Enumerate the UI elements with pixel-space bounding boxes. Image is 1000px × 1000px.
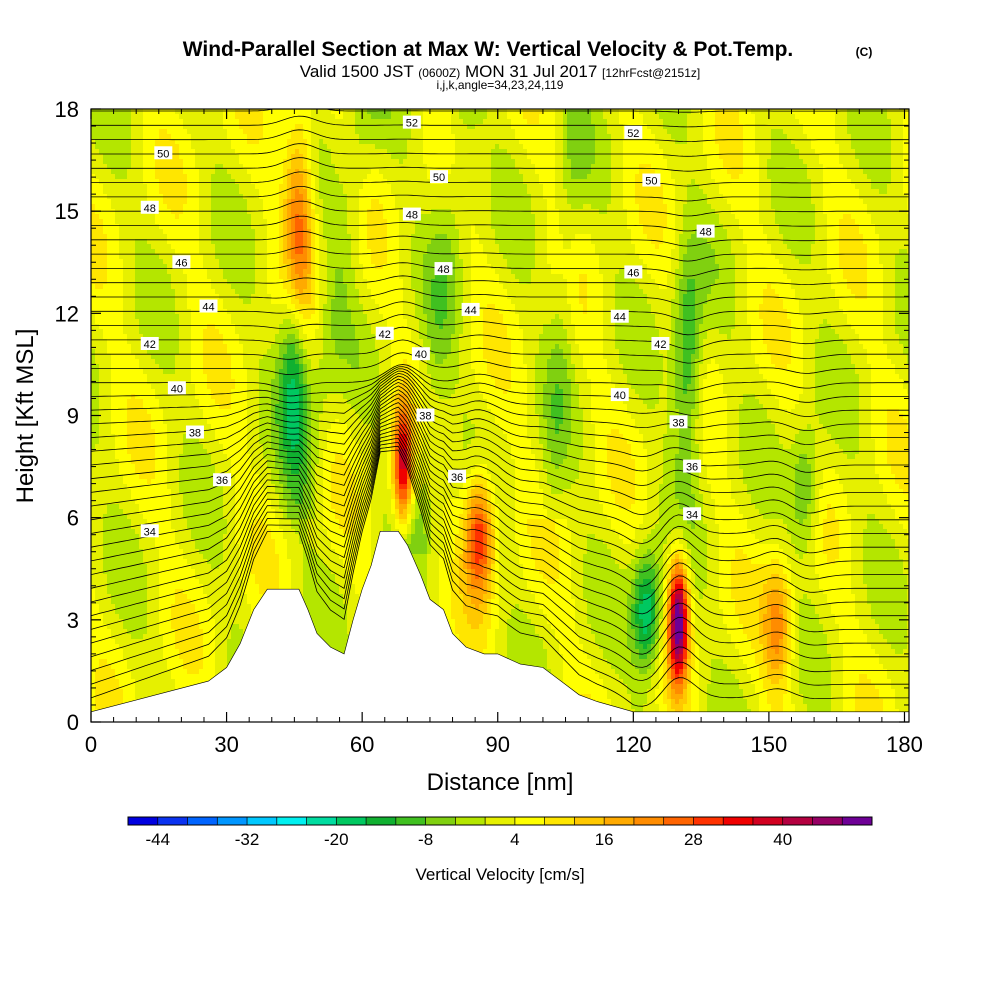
- y-tick-label: 9: [67, 404, 79, 429]
- chart-title: Wind-Parallel Section at Max W: Vertical…: [183, 38, 794, 61]
- colorbar-swatch: [247, 817, 277, 825]
- colorbar-swatch: [426, 817, 456, 825]
- colorbar-tick-label: -32: [235, 830, 260, 849]
- colorbar-swatch: [604, 817, 634, 825]
- colorbar-swatch: [664, 817, 694, 825]
- x-tick-label: 180: [886, 732, 923, 757]
- colorbar-swatch: [366, 817, 396, 825]
- x-tick-label: 120: [615, 732, 652, 757]
- colorbar-swatch: [515, 817, 545, 825]
- contour-label: 48: [700, 227, 712, 239]
- colorbar-swatch: [753, 817, 783, 825]
- contour-label: 44: [614, 312, 626, 324]
- colorbar-swatch: [396, 817, 426, 825]
- contour-label: 52: [627, 128, 639, 140]
- colorbar-tick-label: 40: [773, 830, 792, 849]
- subtitle-valid: Valid 1500 JST: [300, 62, 414, 81]
- x-tick-label: 150: [751, 732, 788, 757]
- chart-params: i,j,k,angle=34,23,24,119: [437, 78, 564, 92]
- colorbar: -44 -32 -20 -8 4 16 28 40: [128, 817, 872, 849]
- y-axis-label: Height [Kft MSL]: [12, 329, 39, 504]
- contour-label: 44: [202, 302, 214, 314]
- velocity-field: [91, 109, 912, 725]
- colorbar-swatch: [158, 817, 188, 825]
- contour-label: 36: [686, 462, 698, 474]
- colorbar-swatch: [783, 817, 813, 825]
- contour-label: 34: [144, 526, 156, 538]
- y-tick-label: 0: [67, 710, 79, 735]
- y-tick-label: 12: [55, 301, 79, 326]
- subtitle-forecast: [12hrFcst@2151z]: [602, 66, 700, 80]
- y-tick-label: 6: [67, 506, 79, 531]
- contour-label: 42: [144, 339, 156, 351]
- contour-label: 48: [144, 203, 156, 215]
- colorbar-swatch: [693, 817, 723, 825]
- contour-label: 38: [672, 417, 684, 429]
- colorbar-title: Vertical Velocity [cm/s]: [415, 865, 584, 884]
- colorbar-swatch: [634, 817, 664, 825]
- colorbar-swatch: [842, 817, 872, 825]
- colorbar-swatch: [455, 817, 485, 825]
- contour-label: 42: [379, 329, 391, 341]
- colorbar-swatch: [128, 817, 158, 825]
- colorbar-swatch: [574, 817, 604, 825]
- contour-label: 48: [406, 210, 418, 222]
- contour-label: 50: [645, 176, 657, 188]
- chart-title-mark: (C): [856, 45, 873, 59]
- colorbar-tick-label: -8: [418, 830, 433, 849]
- colorbar-swatch: [336, 817, 366, 825]
- contour-label: 40: [171, 383, 183, 395]
- x-tick-label: 90: [485, 732, 509, 757]
- contour-label: 40: [415, 349, 427, 361]
- x-tick-label: 30: [214, 732, 238, 757]
- theta-contour-line: [91, 103, 909, 113]
- colorbar-swatch: [723, 817, 753, 825]
- x-axis-label: Distance [nm]: [427, 769, 574, 796]
- contour-label: 46: [175, 257, 187, 269]
- plot-area: 48 50 46 44 42 40 38 36 34 52 50 48 48 44 42 40 38 36 52 50…: [91, 89, 912, 725]
- colorbar-swatch: [485, 817, 515, 825]
- contour-label: 42: [654, 339, 666, 351]
- contour-label: 46: [627, 267, 639, 279]
- colorbar-swatch: [277, 817, 307, 825]
- contour-label: 50: [433, 172, 445, 184]
- contour-label: 44: [464, 305, 476, 317]
- contour-label: 38: [419, 411, 431, 423]
- y-tick-label: 3: [67, 608, 79, 633]
- colorbar-swatch: [307, 817, 337, 825]
- contour-label: 36: [451, 472, 463, 484]
- colorbar-swatch: [545, 817, 575, 825]
- x-tick-label: 60: [350, 732, 374, 757]
- colorbar-tick-label: -20: [324, 830, 349, 849]
- contour-label: 52: [406, 118, 418, 130]
- colorbar-swatch: [217, 817, 247, 825]
- contour-label: 34: [686, 509, 698, 521]
- contour-label: 48: [437, 264, 449, 276]
- y-tick-label: 15: [55, 199, 79, 224]
- colorbar-tick-label: 4: [510, 830, 519, 849]
- colorbar-swatch: [812, 817, 842, 825]
- y-tick-label: 18: [55, 97, 79, 122]
- colorbar-swatch: [188, 817, 218, 825]
- x-tick-label: 0: [85, 732, 97, 757]
- contour-label: 38: [189, 428, 201, 440]
- colorbar-tick-label: 28: [684, 830, 703, 849]
- contour-label: 40: [614, 390, 626, 402]
- contour-label: 36: [216, 475, 228, 487]
- colorbar-tick-label: -44: [145, 830, 170, 849]
- contour-label: 50: [157, 148, 169, 160]
- colorbar-tick-label: 16: [595, 830, 614, 849]
